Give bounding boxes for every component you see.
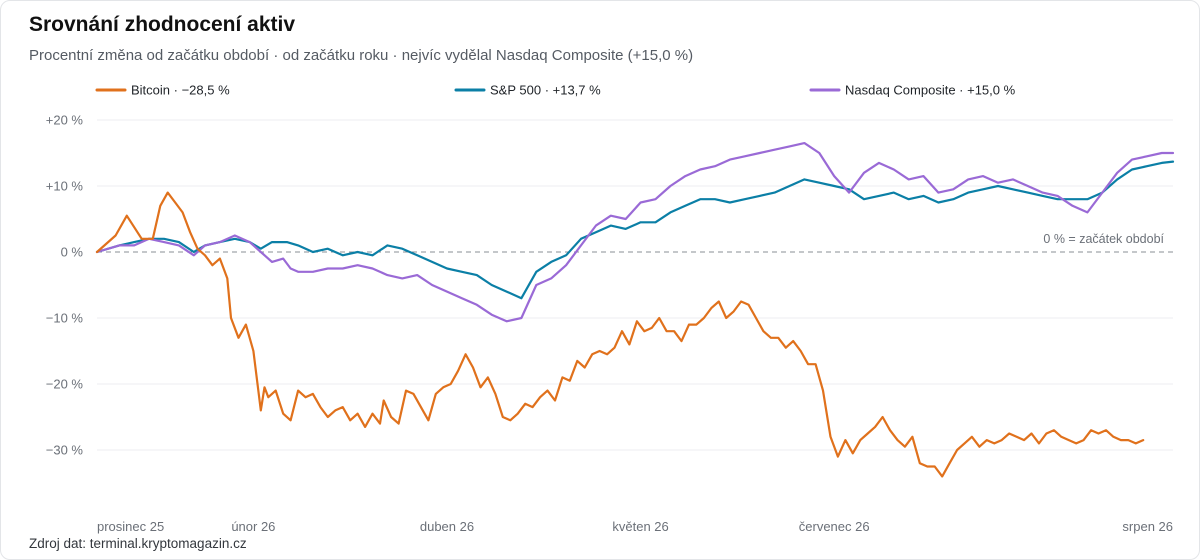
x-axis: prosinec 25 únor 26 duben 26 květen 26 červe… [97,519,1173,534]
series-line-nasdaq-composite [95,142,1175,323]
y-tick-label: +20 % [46,113,84,128]
x-tick-label: červenec 26 [799,519,870,534]
x-tick-label: květen 26 [612,519,668,534]
series-lines [95,142,1175,478]
legend-item[interactable]: Bitcoin · −28,5 % [131,83,230,98]
x-tick-label: únor 26 [231,519,275,534]
chart-title: Srovnání zhodnocení aktiv [29,13,296,36]
x-tick-label: srpen 26 [1122,519,1173,534]
y-tick-label: −10 % [46,311,84,326]
legend-item[interactable]: Nasdaq Composite · +15,0 % [845,83,1016,98]
series-line-bitcoin [95,191,1145,478]
data-source: Zdroj dat: terminal.kryptomagazin.cz [29,536,247,551]
y-tick-label: −20 % [46,377,84,392]
legend-item[interactable]: S&P 500 · +13,7 % [490,83,601,98]
zero-reference: 0 % = začátek období [97,232,1173,253]
y-axis: +20 % +10 % 0 % −10 % −20 % −30 % [46,113,84,458]
chart-subtitle: Procentní změna od začátku období · od z… [29,47,694,64]
x-tick-label: prosinec 25 [97,519,164,534]
x-tick-label: duben 26 [420,519,474,534]
y-tick-label: −30 % [46,443,84,458]
series-line-s-p-500 [95,160,1175,300]
y-tick-label: +10 % [46,179,84,194]
grid-lines [97,119,1173,451]
legend[interactable]: Bitcoin · −28,5 % S&P 500 · +13,7 % Nasdaq… [95,83,1016,98]
y-tick-label: 0 % [61,245,84,260]
zero-line-label: 0 % = začátek období [1043,232,1164,246]
